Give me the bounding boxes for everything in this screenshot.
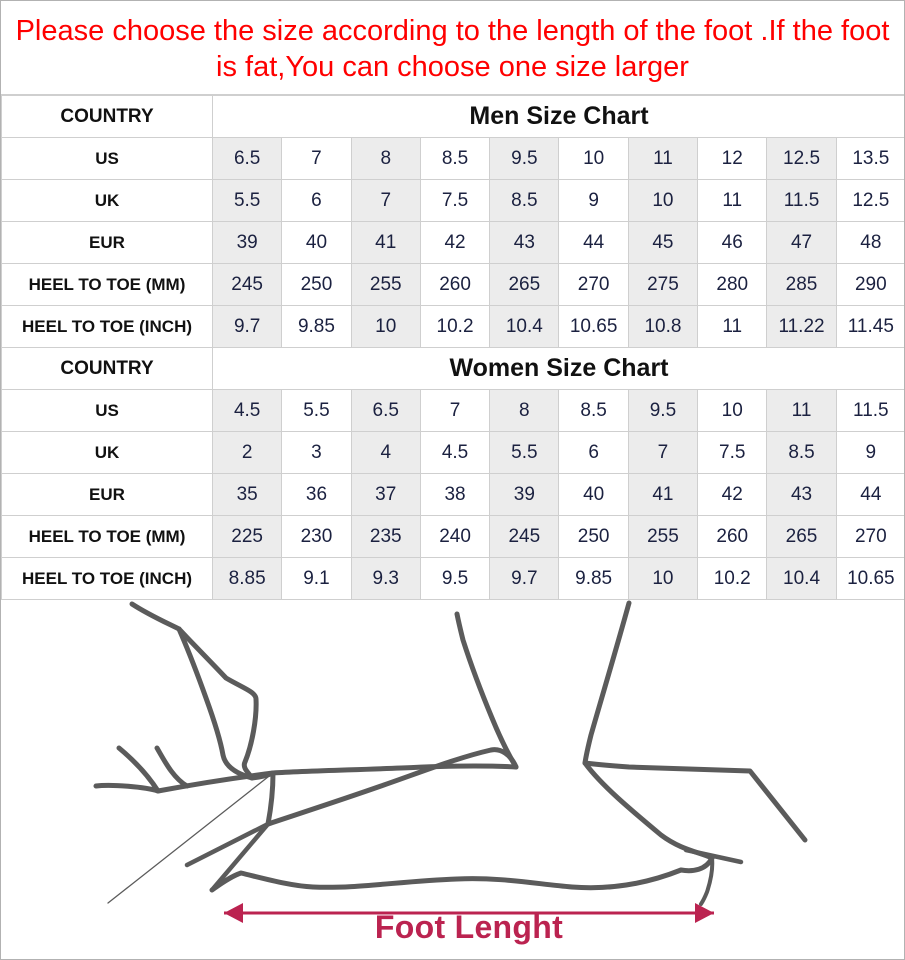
svg-text:Foot Lenght: Foot Lenght xyxy=(375,909,563,945)
